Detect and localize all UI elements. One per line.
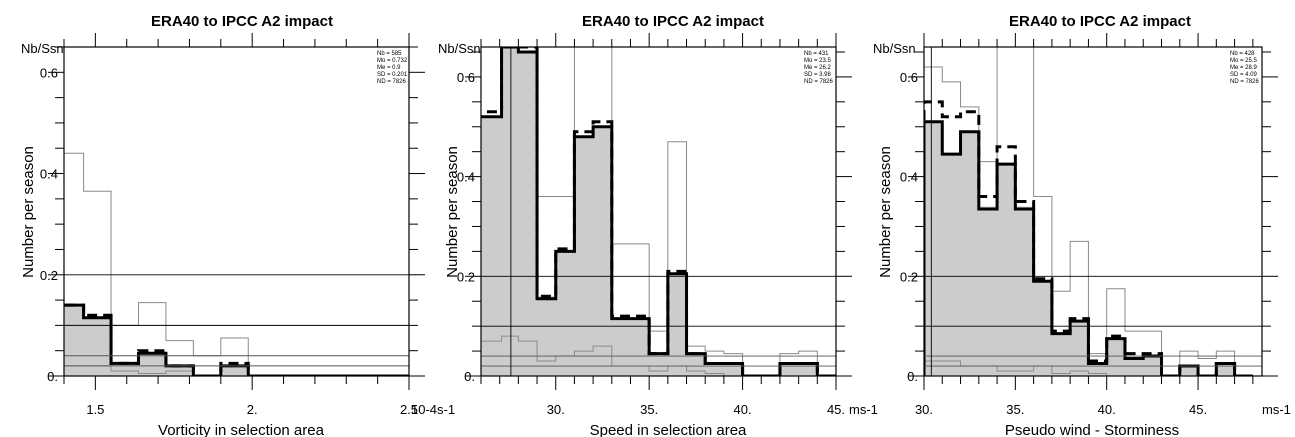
y-tick-label: 0. (47, 369, 58, 384)
plot-area (64, 152, 409, 376)
stat-line: ND = 7826 (377, 79, 407, 85)
plot-frame (923, 46, 1263, 377)
stat-line: SD = 0.201 (377, 72, 408, 78)
series-thin (64, 152, 409, 376)
series-dashed (924, 100, 1253, 376)
stat-line: Mo = 0.732 (377, 58, 408, 64)
stat-line: Mo = 23.5 (804, 58, 832, 64)
x-axis-label: Pseudo wind - Storminess (1005, 422, 1179, 437)
y-tick-label: 0.6 (40, 65, 58, 80)
y-tick-label: 0.2 (900, 269, 918, 284)
stat-line: Nb = 431 (804, 51, 829, 57)
x-axis-label: Vorticity in selection area (158, 422, 325, 437)
x-tick-label: 30. (547, 402, 565, 417)
y-tick-label: 0.2 (40, 268, 58, 283)
panel-vorticity: ERA40 to IPCC A2 impact Nb/Ssn Number pe… (20, 13, 455, 437)
stat-line: SD = 3.98 (804, 72, 832, 78)
y-unit-label: Nb/Ssn (21, 41, 64, 56)
stat-line: Me = 28.9 (1230, 65, 1258, 71)
y-tick-label: 0.6 (457, 70, 475, 85)
plot-area (924, 47, 1262, 376)
series-thin (481, 47, 836, 376)
x-tick-label: 40. (734, 402, 752, 417)
stat-line: SD = 4.09 (1230, 72, 1258, 78)
panel-title: ERA40 to IPCC A2 impact (582, 13, 764, 30)
y-tick-label: 0.4 (900, 170, 918, 185)
series-bold (481, 47, 836, 376)
plot-frame (63, 46, 410, 377)
y-tick-label: 0.4 (40, 167, 58, 182)
x-tick-label: 30. (915, 402, 933, 417)
x-unit-label: ms-1 (849, 402, 878, 417)
x-tick-label: 40. (1098, 402, 1116, 417)
stat-line: ND = 7826 (1230, 79, 1260, 85)
x-tick-label: 1.5 (86, 402, 104, 417)
series-filled (481, 47, 836, 376)
x-unit-label: 10-4s-1 (411, 402, 455, 417)
x-axis-label: Speed in selection area (590, 422, 747, 437)
y-tick-label: 0.2 (457, 269, 475, 284)
stat-line: Me = 26.2 (804, 65, 832, 71)
plot-frame (480, 46, 837, 377)
plot-area (481, 47, 836, 376)
y-tick-label: 0. (464, 369, 475, 384)
y-tick-label: 0. (907, 369, 918, 384)
y-tick-label: 0.6 (900, 70, 918, 85)
x-unit-label: ms-1 (1262, 402, 1291, 417)
series-filled (64, 305, 409, 376)
y-tick-label: 0.4 (457, 170, 475, 185)
y-axis-label: Number per season (444, 146, 461, 278)
stat-line: Mo = 25.5 (1230, 58, 1258, 64)
x-tick-label: 35. (640, 402, 658, 417)
stat-line: Nb = 585 (377, 51, 402, 57)
stat-line: ND = 7826 (804, 79, 834, 85)
x-tick-label: 45. (1189, 402, 1207, 417)
y-axis-label: Number per season (877, 146, 894, 278)
y-axis-label: Number per season (20, 146, 37, 278)
series-thin (924, 47, 1253, 376)
x-tick-label: 45. (827, 402, 845, 417)
panel-title: ERA40 to IPCC A2 impact (1009, 13, 1191, 30)
series-bold (64, 303, 409, 376)
series-filled (924, 121, 1253, 376)
panel-pseudo-wind: ERA40 to IPCC A2 impact Nb/Ssn Number pe… (873, 13, 1291, 437)
x-tick-label: 2.5 (400, 402, 418, 417)
stat-line: Nb = 428 (1230, 51, 1255, 57)
y-unit-label: Nb/Ssn (438, 41, 481, 56)
x-tick-label: 35. (1006, 402, 1024, 417)
y-unit-label: Nb/Ssn (873, 41, 916, 56)
stat-line: Me = 0.9 (377, 65, 401, 71)
panel-speed: ERA40 to IPCC A2 impact Nb/Ssn Number pe… (438, 13, 878, 437)
x-tick-label: 2. (247, 402, 258, 417)
panel-title: ERA40 to IPCC A2 impact (151, 13, 333, 30)
